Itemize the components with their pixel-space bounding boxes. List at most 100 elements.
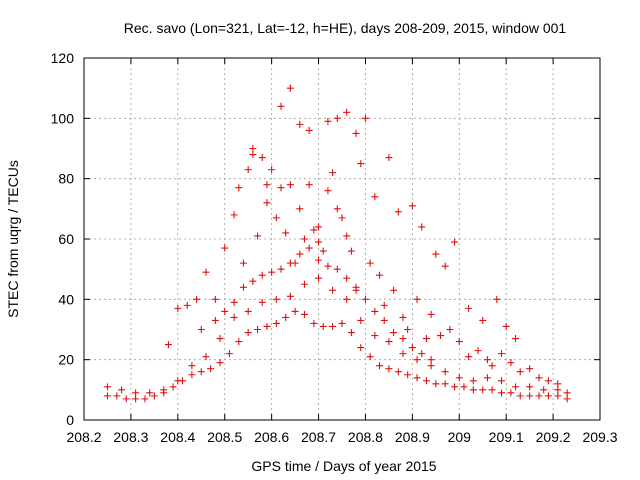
data-point <box>333 114 341 122</box>
data-point <box>357 344 365 352</box>
x-tick-label: 208.8 <box>348 429 383 445</box>
data-point <box>451 238 459 246</box>
data-point <box>132 389 140 397</box>
data-point <box>512 383 520 391</box>
data-point <box>488 362 496 370</box>
data-point <box>272 295 280 303</box>
y-tick-label: 60 <box>58 231 74 247</box>
data-point <box>216 359 224 367</box>
data-point <box>418 223 426 231</box>
data-point <box>408 344 416 352</box>
data-point <box>385 338 393 346</box>
x-tick-label: 208.6 <box>254 429 289 445</box>
data-point <box>343 108 351 116</box>
x-tick-label: 208.2 <box>66 429 101 445</box>
data-point <box>202 353 210 361</box>
data-point <box>305 126 313 134</box>
x-tick-label: 209.1 <box>489 429 524 445</box>
data-point <box>254 326 262 333</box>
data-point <box>343 274 351 282</box>
data-point <box>221 307 229 315</box>
data-point <box>422 377 430 385</box>
data-point <box>502 322 510 330</box>
x-tick-label: 209 <box>448 429 472 445</box>
data-point <box>507 359 515 367</box>
data-point <box>554 386 562 394</box>
data-point <box>526 392 534 400</box>
data-point <box>544 392 552 400</box>
data-point <box>469 386 477 394</box>
data-point <box>413 295 421 303</box>
data-point <box>277 184 285 192</box>
data-point <box>239 283 247 291</box>
data-point <box>338 319 346 327</box>
data-point <box>315 274 323 282</box>
data-point <box>235 338 243 346</box>
data-point <box>310 226 318 234</box>
data-point <box>244 166 252 174</box>
data-point <box>230 298 238 306</box>
data-point <box>305 181 313 189</box>
data-point <box>380 316 388 324</box>
data-point <box>319 247 327 255</box>
data-point <box>497 350 505 358</box>
data-point <box>376 271 384 279</box>
data-point <box>150 392 158 400</box>
data-point <box>399 313 407 321</box>
data-point <box>286 259 294 267</box>
data-point <box>347 329 355 337</box>
data-point <box>249 277 257 285</box>
data-point <box>291 307 299 315</box>
data-point <box>474 347 482 355</box>
data-point <box>174 377 182 385</box>
data-point <box>361 114 369 122</box>
data-point <box>183 301 191 309</box>
x-tick-label: 208.7 <box>301 429 336 445</box>
data-point <box>188 371 196 379</box>
data-point <box>394 368 402 376</box>
data-point <box>371 332 379 340</box>
data-point <box>188 362 196 370</box>
data-point <box>432 250 440 258</box>
data-point <box>249 145 257 152</box>
data-point <box>427 362 435 370</box>
data-point <box>483 356 491 364</box>
x-tick-label: 208.4 <box>160 429 195 445</box>
y-axis-label: STEC from uqrg / TECUs <box>5 160 21 318</box>
data-point <box>343 295 351 303</box>
data-point <box>211 316 219 324</box>
data-point <box>347 247 355 255</box>
data-point <box>239 259 247 267</box>
chart-title: Rec. savo (Lon=321, Lat=-12, h=HE), days… <box>124 20 567 36</box>
data-point <box>122 395 130 403</box>
data-point <box>329 322 337 330</box>
data-point <box>465 304 473 312</box>
data-point <box>282 313 290 321</box>
data-point <box>366 353 374 361</box>
data-point <box>535 392 543 400</box>
data-point <box>455 374 463 382</box>
data-point <box>132 395 140 403</box>
data-point <box>315 256 323 264</box>
data-point <box>329 169 337 177</box>
data-point <box>315 238 323 246</box>
data-point <box>254 232 262 240</box>
data-point <box>305 244 313 252</box>
x-tick-label: 208.5 <box>207 429 242 445</box>
y-tick-label: 40 <box>58 291 74 307</box>
data-point <box>202 268 210 276</box>
data-point <box>324 117 332 125</box>
data-point <box>174 304 182 312</box>
x-tick-label: 209.2 <box>536 429 571 445</box>
data-point <box>263 181 271 189</box>
y-tick-label: 100 <box>51 110 75 126</box>
data-point <box>390 329 398 337</box>
y-tick-label: 120 <box>51 50 75 66</box>
data-point <box>427 310 435 318</box>
data-point <box>244 329 252 337</box>
data-point <box>103 392 111 400</box>
data-point <box>197 368 205 376</box>
data-point <box>540 386 548 394</box>
